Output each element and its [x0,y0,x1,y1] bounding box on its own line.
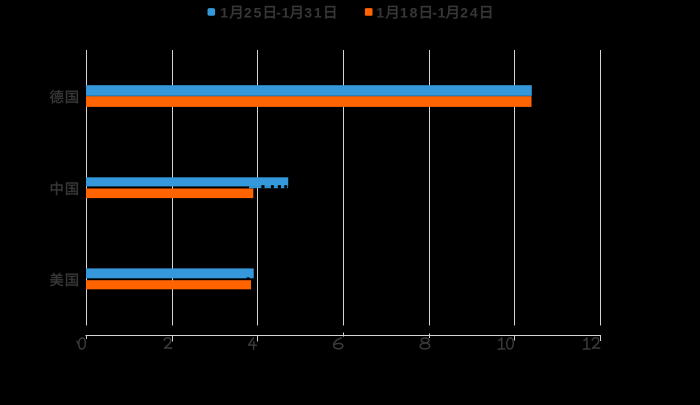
svg-text:-: - [432,5,437,21]
svg-text:2: 2 [460,5,468,21]
svg-text:1: 1 [220,5,228,21]
svg-text:1: 1 [400,5,408,21]
svg-text:8: 8 [410,5,418,21]
svg-text:1: 1 [314,5,322,21]
svg-text:-: - [276,5,281,21]
svg-text:1: 1 [376,5,384,21]
svg-text:1: 1 [438,5,446,21]
svg-text:2: 2 [244,5,252,21]
svg-text:3: 3 [304,5,312,21]
svg-text:5: 5 [254,5,262,21]
svg-text:1: 1 [282,5,290,21]
svg-text:4: 4 [470,5,478,21]
